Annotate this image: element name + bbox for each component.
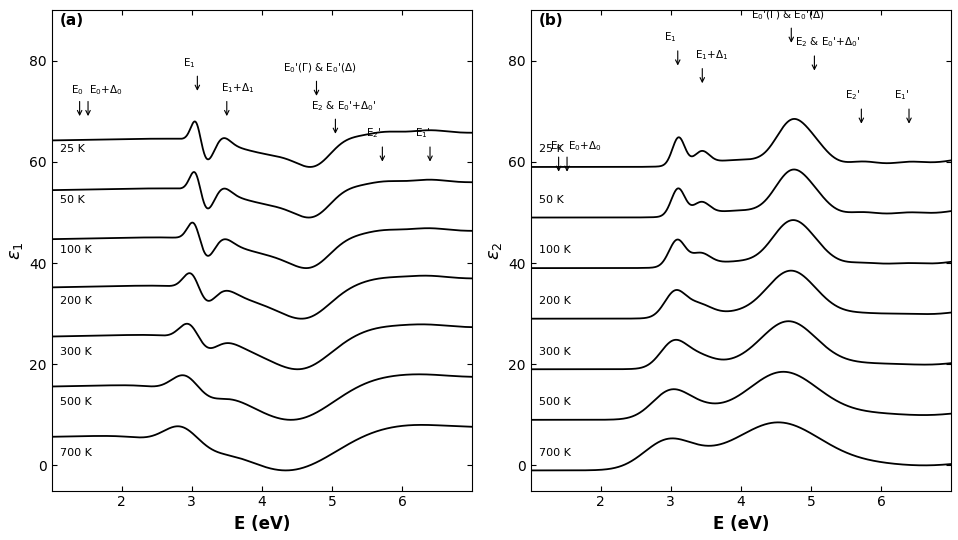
Text: 300 K: 300 K xyxy=(539,347,571,356)
Text: E$_2$': E$_2$' xyxy=(366,126,381,140)
Text: 700 K: 700 K xyxy=(539,448,571,458)
Y-axis label: $\varepsilon_2$: $\varepsilon_2$ xyxy=(486,241,504,260)
Text: 300 K: 300 K xyxy=(60,347,92,356)
Text: 50 K: 50 K xyxy=(60,195,84,205)
Text: E$_0$'($\Gamma$) & E$_0$'($\Delta$): E$_0$'($\Gamma$) & E$_0$'($\Delta$) xyxy=(283,61,356,75)
X-axis label: E (eV): E (eV) xyxy=(234,515,290,533)
Text: 100 K: 100 K xyxy=(539,246,571,255)
Text: E$_1$+$\Delta_1$: E$_1$+$\Delta_1$ xyxy=(221,81,255,95)
X-axis label: E (eV): E (eV) xyxy=(713,515,769,533)
Text: E$_1$: E$_1$ xyxy=(183,56,196,70)
Text: E$_2$ & E$_0$'+$\Delta_0$': E$_2$ & E$_0$'+$\Delta_0$' xyxy=(311,99,376,113)
Text: 200 K: 200 K xyxy=(539,296,571,306)
Text: 500 K: 500 K xyxy=(539,397,571,407)
Text: 700 K: 700 K xyxy=(60,448,92,458)
Text: E$_1$+$\Delta_1$: E$_1$+$\Delta_1$ xyxy=(696,48,729,62)
Text: E$_0$'($\Gamma$) & E$_0$'($\Delta$): E$_0$'($\Gamma$) & E$_0$'($\Delta$) xyxy=(751,8,825,22)
Text: E$_0$  E$_0$+$\Delta_0$: E$_0$ E$_0$+$\Delta_0$ xyxy=(550,139,602,153)
Text: E$_2$': E$_2$' xyxy=(845,89,860,103)
Text: 200 K: 200 K xyxy=(60,296,92,306)
Text: (b): (b) xyxy=(539,14,563,29)
Text: E$_2$ & E$_0$'+$\Delta_0$': E$_2$ & E$_0$'+$\Delta_0$' xyxy=(795,36,861,49)
Text: 25 K: 25 K xyxy=(60,144,85,154)
Y-axis label: $\varepsilon_1$: $\varepsilon_1$ xyxy=(7,241,25,260)
Text: E$_1$': E$_1$' xyxy=(894,89,909,103)
Text: E$_1$: E$_1$ xyxy=(664,31,676,44)
Text: 500 K: 500 K xyxy=(60,397,92,407)
Text: 25 K: 25 K xyxy=(539,144,564,154)
Text: (a): (a) xyxy=(60,14,84,29)
Text: 50 K: 50 K xyxy=(539,195,563,205)
Text: E$_1$': E$_1$' xyxy=(415,126,430,140)
Text: E$_0$  E$_0$+$\Delta_0$: E$_0$ E$_0$+$\Delta_0$ xyxy=(71,84,123,97)
Text: 100 K: 100 K xyxy=(60,246,92,255)
